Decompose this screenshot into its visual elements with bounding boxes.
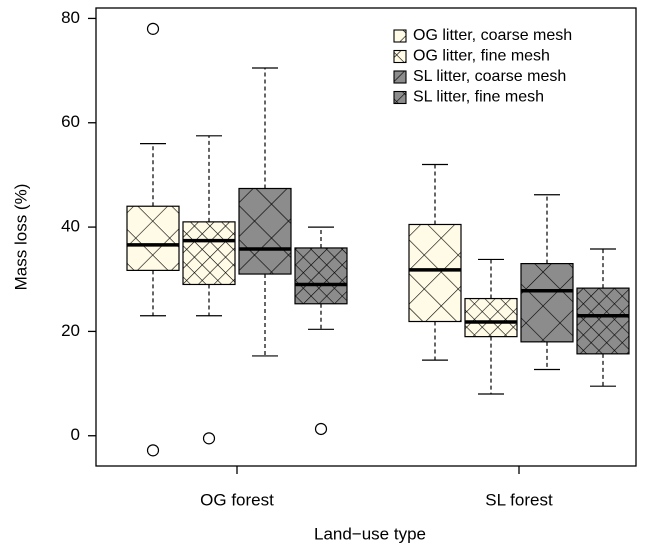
- outlier: [202, 432, 216, 445]
- legend-swatch: [393, 70, 407, 84]
- x-tick-label: SL forest: [485, 490, 553, 509]
- plot-frame: [95, 7, 637, 467]
- box: [576, 287, 630, 355]
- outlier: [146, 22, 160, 35]
- box: [464, 297, 518, 338]
- x-tick-label: OG forest: [200, 490, 274, 509]
- y-tick-label: 20: [61, 321, 80, 340]
- legend-label: OG litter, coarse mesh: [413, 27, 572, 44]
- legend-label: SL litter, coarse mesh: [413, 68, 566, 85]
- outlier: [146, 444, 160, 457]
- y-axis-label: Mass loss (%): [11, 184, 30, 291]
- legend-label: SL litter, fine mesh: [413, 89, 544, 106]
- box: [126, 205, 180, 271]
- y-tick-label: 40: [61, 217, 80, 236]
- box: [182, 221, 236, 286]
- legend-swatch: [393, 49, 407, 64]
- legend-swatch: [393, 29, 407, 43]
- box: [520, 263, 574, 343]
- box: [294, 247, 348, 305]
- box: [238, 187, 292, 275]
- legend-label: OG litter, fine mesh: [413, 48, 550, 65]
- outlier: [314, 422, 328, 436]
- box: [408, 223, 462, 323]
- y-tick-label: 0: [71, 425, 80, 444]
- y-tick-label: 60: [61, 112, 80, 131]
- legend-swatch: [393, 90, 407, 105]
- y-tick-label: 80: [61, 8, 80, 27]
- x-axis-label: Land−use type: [314, 524, 426, 543]
